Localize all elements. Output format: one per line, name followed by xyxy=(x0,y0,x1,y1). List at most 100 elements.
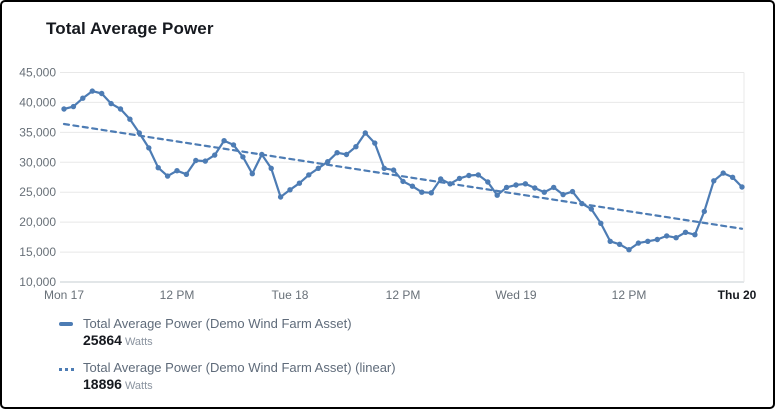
series-point xyxy=(372,140,378,146)
y-tick-label: 30,000 xyxy=(19,155,56,169)
series-point xyxy=(400,178,406,185)
series-point xyxy=(588,206,594,212)
series-point xyxy=(569,188,576,195)
series-point xyxy=(306,172,312,178)
series-point xyxy=(503,184,510,191)
trend-line xyxy=(62,122,744,230)
x-tick-label: Thu 20 xyxy=(718,288,757,302)
chart-legend: Total Average Power (Demo Wind Farm Asse… xyxy=(59,316,396,404)
series-point xyxy=(296,180,303,186)
series-point xyxy=(475,172,481,178)
series-point xyxy=(183,171,190,177)
series-point xyxy=(409,183,416,189)
series-point xyxy=(136,130,142,136)
series-point xyxy=(249,171,255,177)
series-point xyxy=(447,181,453,187)
series-point xyxy=(626,247,632,253)
series-point xyxy=(466,172,472,179)
series-point xyxy=(268,165,274,171)
series-point xyxy=(692,232,698,238)
series-point xyxy=(541,189,547,195)
legend-label: Total Average Power (Demo Wind Farm Asse… xyxy=(83,316,352,331)
series-point xyxy=(522,181,529,187)
legend-unit: Watts xyxy=(124,336,153,348)
series-point xyxy=(654,236,660,243)
series-point xyxy=(532,185,538,191)
series-point xyxy=(494,192,500,198)
series-point xyxy=(645,238,651,244)
series-point xyxy=(560,191,566,198)
series-point xyxy=(193,157,199,164)
y-tick-label: 45,000 xyxy=(19,66,56,80)
legend-label: Total Average Power (Demo Wind Farm Asse… xyxy=(83,360,396,375)
series-point xyxy=(390,167,397,173)
series-point xyxy=(438,176,444,182)
series-point xyxy=(513,182,519,188)
series-point xyxy=(598,220,604,226)
x-tick-label: Mon 17 xyxy=(44,288,84,302)
series-point xyxy=(353,144,359,150)
x-tick-label: 12 PM xyxy=(612,288,647,302)
solid-line-icon xyxy=(59,322,73,326)
series-point xyxy=(711,178,717,184)
legend-value: 18896 xyxy=(83,376,122,392)
series-point xyxy=(325,159,331,165)
series-point xyxy=(362,130,368,136)
y-tick-label: 40,000 xyxy=(19,95,56,109)
series-point xyxy=(155,165,161,171)
series-point xyxy=(334,150,340,156)
series-point xyxy=(729,174,736,180)
series-point xyxy=(221,138,227,144)
series-point xyxy=(80,95,86,101)
dashed-line-icon xyxy=(59,368,74,371)
series-point xyxy=(428,190,434,196)
series-point xyxy=(739,184,745,190)
series-point xyxy=(89,88,96,94)
series-point xyxy=(287,187,293,193)
series-point xyxy=(70,103,77,110)
series-point xyxy=(99,90,105,97)
x-tick-label: Tue 18 xyxy=(272,288,309,302)
series-point xyxy=(146,145,152,151)
series-point xyxy=(343,151,350,158)
series-point xyxy=(551,184,557,191)
x-tick-label: Wed 19 xyxy=(495,288,536,302)
series-point xyxy=(230,142,237,148)
legend-item-series: Total Average Power (Demo Wind Farm Asse… xyxy=(59,316,396,351)
y-tick-label: 20,000 xyxy=(19,215,56,229)
series-point xyxy=(682,229,689,235)
series-point xyxy=(419,189,425,195)
series-point xyxy=(164,173,171,179)
legend-item-trend: Total Average Power (Demo Wind Farm Asse… xyxy=(59,360,396,395)
series-point xyxy=(108,100,114,107)
series-point xyxy=(381,165,387,171)
y-tick-label: 10,000 xyxy=(19,275,56,289)
series-point xyxy=(701,208,707,215)
x-tick-label: 12 PM xyxy=(386,288,421,302)
series-point xyxy=(635,240,642,246)
series-line xyxy=(62,89,744,251)
series-point xyxy=(127,116,133,122)
series-point xyxy=(240,154,246,160)
series-point xyxy=(212,152,218,158)
series-point xyxy=(259,151,265,158)
series-point xyxy=(720,170,726,176)
series-point xyxy=(456,175,463,182)
series-point xyxy=(202,158,208,164)
series-point xyxy=(579,200,585,207)
series-point xyxy=(315,165,321,171)
series-point xyxy=(61,106,67,112)
series-point xyxy=(174,168,180,174)
x-tick-label: 12 PM xyxy=(160,288,195,302)
y-tick-label: 15,000 xyxy=(19,245,56,259)
series-point xyxy=(117,106,124,112)
y-tick-label: 25,000 xyxy=(19,185,56,199)
power-line-chart[interactable]: 45,000 40,000 35,000 30,000 25,000 20,000 15,0… xyxy=(2,2,775,312)
series-point xyxy=(616,241,623,247)
legend-value: 25864 xyxy=(83,332,122,348)
series-point xyxy=(277,194,284,200)
series-point xyxy=(607,238,613,244)
series-point xyxy=(673,235,679,241)
series-point xyxy=(664,233,670,239)
